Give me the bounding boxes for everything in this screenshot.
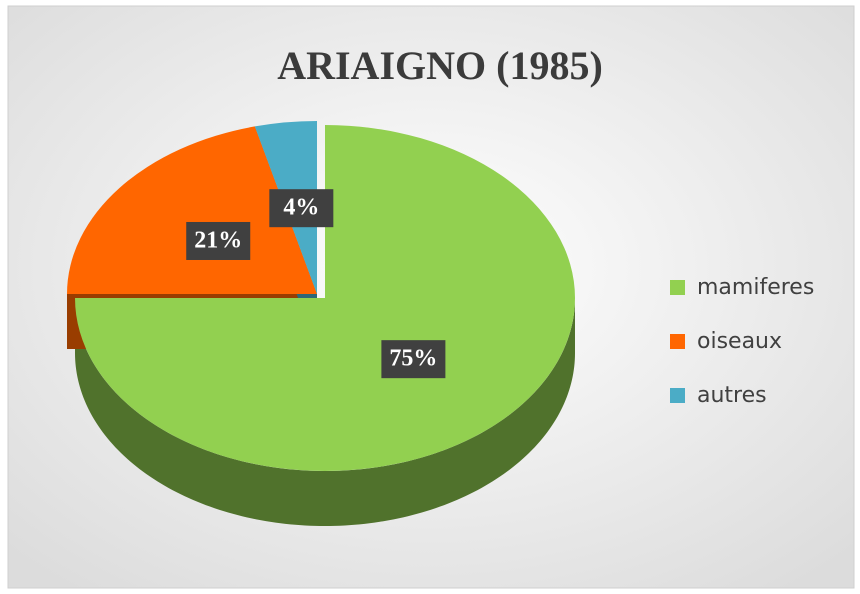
data-label-box	[381, 340, 446, 379]
pie-tops	[67, 121, 575, 471]
pie-slice-side	[75, 298, 575, 526]
data-label-box	[186, 221, 251, 260]
data-label: 21%	[194, 227, 242, 253]
pie-slice	[75, 125, 575, 471]
pie-slice	[67, 126, 317, 294]
data-labels: 75% 21% 4%	[186, 189, 446, 379]
legend-swatch	[670, 388, 685, 403]
legend-label: autres	[697, 383, 767, 408]
legend-label: oiseaux	[697, 329, 782, 354]
data-label-box	[269, 189, 334, 228]
legend-swatch	[670, 280, 685, 295]
data-label: 75%	[389, 346, 437, 372]
data-label: 4%	[283, 195, 319, 221]
legend-label: mamiferes	[697, 275, 814, 300]
chart-title: ARIAIGNO (1985)	[277, 43, 603, 88]
legend-swatch	[670, 334, 685, 349]
